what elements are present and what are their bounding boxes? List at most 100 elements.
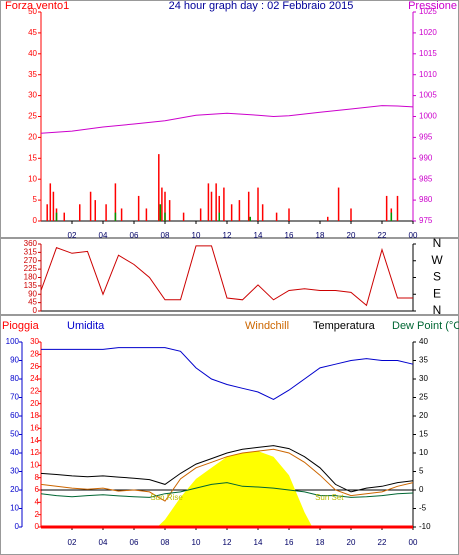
x-tick-label: 20 bbox=[347, 538, 356, 547]
y-tick-label: 5 bbox=[33, 195, 38, 204]
y-tick-label: 10 bbox=[10, 504, 19, 513]
x-tick-label: 04 bbox=[99, 231, 108, 240]
y-tick-label: 50 bbox=[10, 430, 19, 439]
legend-label: Forza vento1 bbox=[5, 0, 69, 12]
bar bbox=[327, 216, 329, 221]
x-tick-label: 14 bbox=[254, 538, 263, 547]
y-tick-label: S bbox=[433, 270, 441, 284]
y-tick-label: 20 bbox=[30, 399, 39, 408]
y-tick-label: N bbox=[433, 303, 442, 317]
y-tick-label: 0 bbox=[15, 522, 20, 531]
line bbox=[40, 445, 414, 493]
y-tick-label: 5 bbox=[419, 467, 424, 476]
y-tick-label: 0 bbox=[33, 216, 38, 225]
y-tick-label: 90 bbox=[28, 289, 37, 298]
bar bbox=[257, 187, 259, 221]
y-tick-label: 30 bbox=[10, 467, 19, 476]
x-tick-label: 04 bbox=[99, 538, 108, 547]
chart-title: 24 hour graph day : 02 Febbraio 2015 bbox=[169, 0, 354, 12]
bar bbox=[105, 204, 107, 221]
bar bbox=[230, 204, 233, 221]
bar bbox=[114, 212, 117, 221]
y-tick-label: 30 bbox=[30, 337, 39, 346]
y-tick-label: 28 bbox=[30, 349, 39, 358]
x-tick-label: 02 bbox=[68, 538, 77, 547]
line bbox=[40, 245, 413, 307]
bar bbox=[249, 216, 251, 221]
bar bbox=[182, 212, 185, 221]
y-tick-label: 40 bbox=[419, 337, 428, 346]
bar bbox=[223, 187, 225, 221]
bar bbox=[137, 195, 140, 221]
x-tick-label: 12 bbox=[223, 231, 232, 240]
y-tick-label: 180 bbox=[24, 273, 38, 282]
y-tick-label: 30 bbox=[28, 91, 37, 100]
x-tick-label: 14 bbox=[254, 231, 263, 240]
y-tick-label: 360 bbox=[24, 239, 38, 248]
y-tick-label: 18 bbox=[30, 411, 39, 420]
x-tick-label: 16 bbox=[285, 538, 294, 547]
y-tick-label: W bbox=[431, 253, 443, 267]
x-tick-label: 10 bbox=[192, 231, 201, 240]
bar bbox=[52, 191, 55, 221]
x-tick-label: 18 bbox=[316, 538, 325, 547]
y-tick-label: 6 bbox=[35, 485, 40, 494]
bar bbox=[145, 208, 148, 221]
bar bbox=[46, 204, 48, 221]
legend-label: Umidita bbox=[67, 320, 105, 332]
y-tick-label: 0 bbox=[35, 522, 40, 531]
y-tick-label: 20 bbox=[28, 133, 37, 142]
y-tick-label: 35 bbox=[28, 70, 37, 79]
x-tick-label: 08 bbox=[161, 231, 170, 240]
y-tick-label: 1000 bbox=[419, 112, 437, 121]
legend-label: Windchill bbox=[245, 320, 289, 332]
y-tick-label: 8 bbox=[35, 473, 40, 482]
bar bbox=[168, 200, 171, 221]
x-tick-label: 20 bbox=[347, 231, 356, 240]
y-tick-label: 0 bbox=[419, 485, 424, 494]
y-tick-label: 45 bbox=[28, 298, 37, 307]
y-tick-label: 16 bbox=[30, 423, 39, 432]
y-tick-label: 1020 bbox=[419, 28, 437, 37]
bar bbox=[159, 204, 162, 221]
x-tick-label: 00 bbox=[409, 538, 418, 547]
y-tick-label: 70 bbox=[10, 393, 19, 402]
bar bbox=[79, 204, 81, 221]
bar bbox=[114, 183, 117, 221]
line bbox=[40, 448, 414, 502]
y-tick-label: 50 bbox=[28, 7, 37, 16]
bar bbox=[161, 187, 163, 221]
y-tick-label: 225 bbox=[24, 264, 38, 273]
bar bbox=[55, 212, 58, 221]
bar bbox=[247, 191, 250, 221]
y-tick-label: 60 bbox=[10, 411, 19, 420]
y-tick-label: 975 bbox=[419, 216, 433, 225]
legend-label: Pioggia bbox=[2, 320, 40, 332]
y-tick-label: 25 bbox=[419, 393, 428, 402]
y-tick-label: 315 bbox=[24, 247, 38, 256]
line bbox=[40, 482, 414, 498]
bar bbox=[120, 208, 123, 221]
y-tick-label: 0 bbox=[33, 306, 38, 315]
y-tick-label: 100 bbox=[6, 337, 20, 346]
y-tick-label: 80 bbox=[10, 374, 19, 383]
y-tick-label: 10 bbox=[28, 174, 37, 183]
y-tick-label: -5 bbox=[419, 504, 427, 513]
y-tick-label: 10 bbox=[30, 460, 39, 469]
y-tick-label: 25 bbox=[28, 112, 37, 121]
y-tick-label: 12 bbox=[30, 448, 39, 457]
y-tick-label: 135 bbox=[24, 281, 38, 290]
panel-frame bbox=[0, 238, 459, 315]
y-tick-label: 1005 bbox=[419, 91, 437, 100]
y-tick-label: 10 bbox=[419, 448, 428, 457]
x-tick-label: 22 bbox=[378, 231, 387, 240]
bar bbox=[390, 212, 393, 221]
y-tick-label: 270 bbox=[24, 256, 38, 265]
x-tick-label: 16 bbox=[285, 231, 294, 240]
y-tick-label: 24 bbox=[30, 374, 39, 383]
x-tick-label: 10 bbox=[192, 538, 201, 547]
y-tick-label: 1010 bbox=[419, 70, 437, 79]
y-tick-label: 985 bbox=[419, 174, 433, 183]
x-tick-label: 12 bbox=[223, 538, 232, 547]
annotation: Sun Rise bbox=[150, 493, 183, 502]
